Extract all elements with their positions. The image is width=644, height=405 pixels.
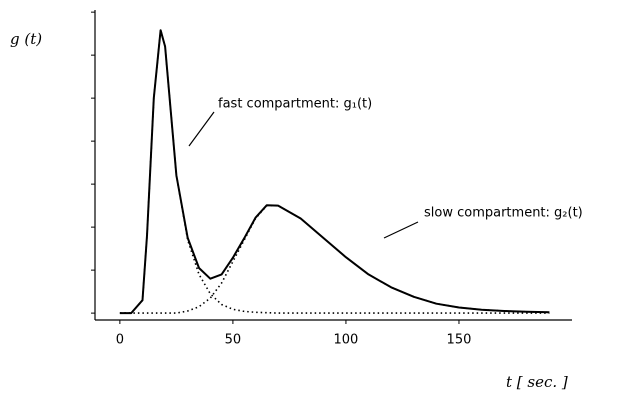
x-tick-label: 150 <box>447 333 472 348</box>
x-tick-label: 100 <box>334 333 359 348</box>
y-axis-label: g (t) <box>10 30 42 48</box>
total-curve <box>119 29 550 315</box>
x-tick-label: 50 <box>225 333 242 348</box>
leader-line <box>383 221 419 239</box>
x-axis-label: t [ sec. ] <box>506 373 568 391</box>
x-tick-label: 0 <box>116 333 124 348</box>
leader-line <box>188 111 215 147</box>
annotation: slow compartment: g₂(t) <box>424 206 583 221</box>
annotation: fast compartment: g₁(t) <box>218 97 372 112</box>
component-curve <box>119 29 550 314</box>
